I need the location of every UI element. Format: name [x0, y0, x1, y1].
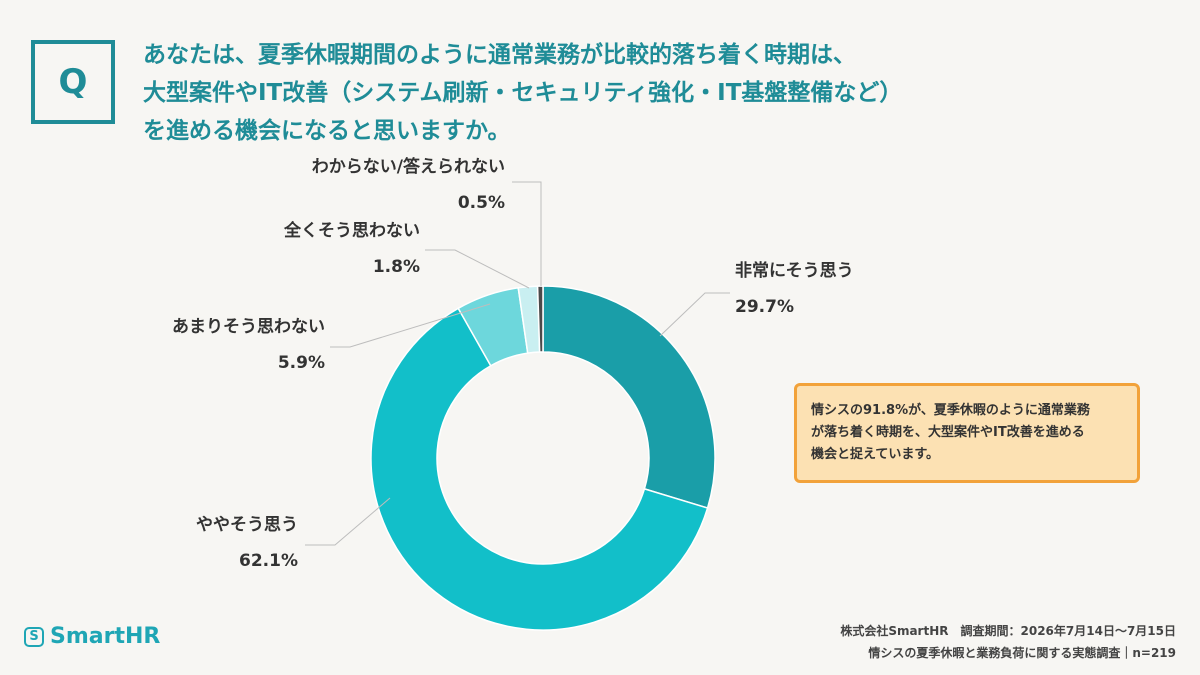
question-line: あなたは、夏季休暇期間のように通常業務が比較的落ち着く時期は、: [143, 42, 856, 68]
question-line: を進める機会になると思いますか。: [143, 118, 511, 144]
question-line: 大型案件やIT改善（システム刷新・セキュリティ強化・IT基盤整備など）: [143, 80, 903, 106]
source-note: 株式会社SmartHR 調査期間：2026年7月14日〜7月15日 情シスの夏季…: [840, 620, 1176, 664]
slice-category-label: ややそう思う: [196, 515, 298, 535]
question-marker: Q: [31, 40, 115, 124]
slice-value-label: 29.7%: [735, 297, 794, 317]
slice-value-label: 62.1%: [239, 551, 298, 571]
smarthr-logo: S SmartHR: [24, 624, 160, 649]
slice-value-label: 1.8%: [373, 257, 420, 277]
leader-line: [305, 497, 391, 546]
slice-category-label: わからない/答えられない: [312, 156, 505, 177]
smarthr-logo-icon: S: [24, 626, 44, 647]
leader-line: [425, 249, 530, 289]
slice-category-label: あまりそう思わない: [172, 317, 325, 337]
summary-callout: 情シスの91.8%が、夏季休暇のように通常業務 が落ち着く時期を、大型案件やIT…: [794, 383, 1140, 483]
question-title: あなたは、夏季休暇期間のように通常業務が比較的落ち着く時期は、 大型案件やIT改…: [143, 36, 1163, 150]
callout-line: が落ち着く時期を、大型案件やIT改善を進める: [811, 425, 1085, 440]
donut-slice: [542, 285, 716, 509]
donut-slice: [370, 307, 709, 631]
donut-slice: [536, 285, 544, 353]
leader-line: [659, 292, 730, 337]
leader-line: [330, 303, 491, 348]
slice-category-label: 非常にそう思う: [735, 260, 854, 281]
callout-line: 情シスの91.8%が、夏季休暇のように通常業務: [811, 403, 1090, 418]
source-line-1: 株式会社SmartHR 調査期間：2026年7月14日〜7月15日: [840, 624, 1176, 638]
slice-value-label: 5.9%: [278, 353, 325, 373]
slice-value-label: 0.5%: [458, 193, 505, 213]
callout-line: 機会と捉えています。: [811, 447, 940, 462]
leader-line: [512, 181, 542, 286]
source-line-2: 情シスの夏季休暇と業務負荷に関する実態調査｜n=219: [868, 646, 1176, 660]
logo-text: SmartHR: [50, 624, 161, 649]
slice-category-label: 全くそう思わない: [283, 220, 420, 241]
